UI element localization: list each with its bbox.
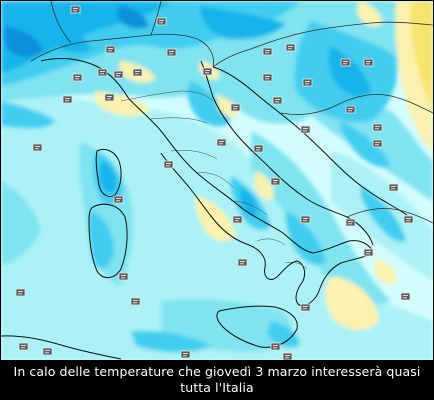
weather-station-icon — [363, 58, 374, 67]
weather-station-icon — [237, 258, 248, 267]
national-borders — [30, 1, 433, 224]
weather-station-icon — [166, 48, 177, 57]
sardinia-coastline — [88, 203, 128, 278]
weather-station-icon — [113, 195, 124, 204]
weather-station-icon — [202, 67, 213, 76]
weather-station-icon — [113, 70, 124, 79]
weather-station-icon — [156, 17, 167, 26]
weather-station-icon — [302, 78, 313, 87]
weather-station-icon — [72, 73, 83, 82]
map-caption: In calo delle temperature che giovedì 3 … — [13, 364, 421, 395]
weather-station-icon — [62, 95, 73, 104]
weather-station-icon — [340, 58, 351, 67]
caption-bar: In calo delle temperature che giovedì 3 … — [0, 360, 434, 400]
station-markers — [15, 5, 414, 360]
weather-station-icon — [42, 347, 53, 356]
weather-station-icon — [388, 183, 399, 192]
weather-station-icon — [285, 43, 296, 52]
weather-station-icon — [363, 248, 374, 257]
weather-station-icon — [253, 144, 264, 153]
weather-station-icon — [130, 297, 141, 306]
weather-station-icon — [15, 288, 26, 297]
weather-station-icon — [270, 177, 281, 186]
weather-station-icon — [230, 103, 241, 112]
africa-coastline — [1, 335, 122, 360]
weather-station-icon — [216, 138, 227, 147]
weather-station-icon — [132, 68, 143, 77]
weather-station-icon — [262, 47, 273, 56]
temperature-map[interactable] — [1, 1, 433, 360]
balkan-coastline — [212, 66, 408, 216]
weather-station-icon — [270, 342, 281, 351]
weather-station-icon — [97, 68, 108, 77]
weather-station-icon — [105, 45, 116, 54]
coastlines-and-borders — [1, 1, 433, 360]
weather-station-icon — [163, 160, 174, 169]
regional-borders — [120, 90, 308, 270]
temperature-field — [1, 1, 433, 360]
weather-station-icon — [300, 215, 311, 224]
weather-station-icon — [70, 5, 81, 14]
weather-station-icon — [262, 73, 273, 82]
weather-station-icon — [180, 350, 191, 359]
weather-station-icon — [32, 143, 43, 152]
weather-station-icon — [403, 215, 414, 224]
weather-station-icon — [104, 93, 115, 102]
italy-coastline — [40, 58, 374, 306]
weather-station-icon — [272, 96, 283, 105]
weather-station-icon — [118, 272, 129, 281]
weather-station-icon — [372, 123, 383, 132]
weather-station-icon — [345, 218, 356, 227]
sicily-coastline — [216, 305, 298, 348]
weather-station-icon — [372, 139, 383, 148]
weather-station-icon — [282, 352, 293, 360]
weather-station-icon — [232, 215, 243, 224]
weather-station-icon — [400, 292, 411, 301]
corsica-coastline — [95, 148, 122, 198]
weather-station-icon — [300, 125, 311, 134]
weather-station-icon — [18, 342, 29, 351]
weather-station-icon — [300, 303, 311, 312]
weather-station-icon — [345, 105, 356, 114]
